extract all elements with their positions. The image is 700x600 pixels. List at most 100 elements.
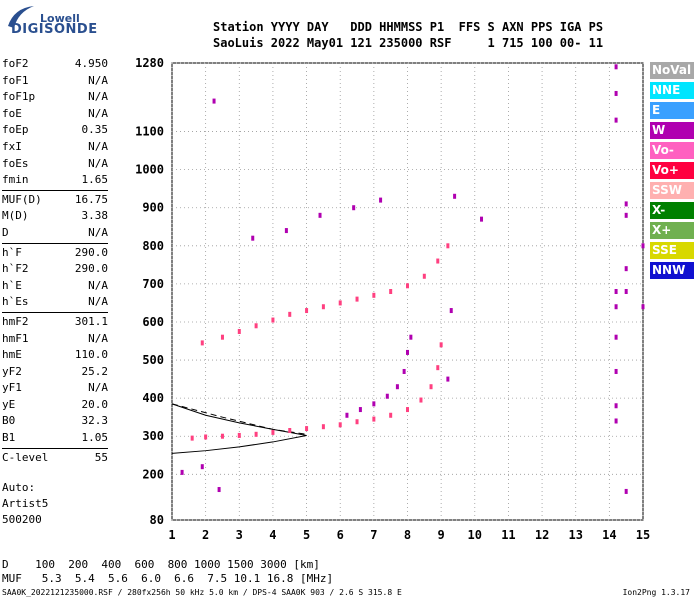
logo-lowell: Lowell <box>40 12 80 25</box>
data-point <box>406 407 409 413</box>
data-point <box>338 300 342 306</box>
legend-item: Vo- <box>650 142 694 159</box>
param-value: 20.0 <box>81 397 109 411</box>
param-value: 32.3 <box>81 414 109 428</box>
y-tick-label: 1100 <box>135 125 164 139</box>
param-value: 290.0 <box>74 262 108 276</box>
data-point <box>358 407 362 413</box>
data-point <box>254 431 258 437</box>
param-label: hmF1 <box>2 331 29 345</box>
data-point <box>389 289 393 294</box>
footer-info: SAA0K_2022121235000.RSF / 280fx256h 50 k… <box>2 588 402 597</box>
data-point <box>614 334 618 340</box>
y-tick-label: 800 <box>142 239 164 253</box>
data-point <box>271 429 275 435</box>
data-point <box>402 368 406 374</box>
param-label: foE <box>2 106 22 120</box>
param-row: D N/A <box>2 225 108 242</box>
param-row: hmE 110.0 <box>2 347 108 364</box>
data-point <box>355 419 359 425</box>
param-row: fmin 1.65 <box>2 172 108 189</box>
param-label: fmin <box>2 173 29 187</box>
data-point <box>190 435 194 441</box>
y-tick-label: 500 <box>142 353 164 367</box>
data-point <box>419 397 423 403</box>
x-tick-label: 5 <box>303 528 310 542</box>
param-separator <box>2 242 108 244</box>
data-point <box>614 304 618 310</box>
legend-item: E <box>650 102 694 119</box>
param-value: 1.05 <box>81 431 109 445</box>
data-point <box>395 384 399 390</box>
data-point <box>422 273 426 279</box>
legend: NoVal NNE E W Vo- Vo+ SSW X- X+ SSE NNW <box>650 62 694 282</box>
param-row: yE 20.0 <box>2 397 108 414</box>
distance-line: D 100 200 400 600 800 1000 1500 3000 [km… <box>2 558 320 571</box>
data-point <box>200 340 204 346</box>
data-point <box>212 98 216 104</box>
data-point <box>614 90 618 96</box>
param-value: N/A <box>88 295 108 309</box>
param-row: hmF2 301.1 <box>2 314 108 331</box>
data-point <box>204 434 208 440</box>
param-label: h`F <box>2 245 22 259</box>
param-value: N/A <box>88 331 108 345</box>
param-separator <box>2 189 108 191</box>
data-point <box>385 393 389 399</box>
x-tick-label: 12 <box>535 528 549 542</box>
legend-item: SSW <box>650 182 694 199</box>
param-label: hmE <box>2 348 22 362</box>
data-point <box>614 64 618 70</box>
param-label: yE <box>2 397 16 411</box>
param-value: N/A <box>88 381 108 395</box>
x-tick-label: 6 <box>337 528 344 542</box>
data-point <box>624 289 628 294</box>
plot-frame <box>171 62 644 521</box>
data-point <box>220 334 224 340</box>
param-row: M(D) 3.38 <box>2 208 108 225</box>
auto-info: Auto: Artist5 500200 <box>2 480 48 528</box>
param-separator <box>2 311 108 313</box>
x-tick-label: 8 <box>404 528 411 542</box>
data-point <box>379 197 383 203</box>
param-label: M(D) <box>2 209 29 223</box>
param-row: foF1p N/A <box>2 89 108 106</box>
param-separator <box>2 447 108 449</box>
legend-item: Vo+ <box>650 162 694 179</box>
param-value: N/A <box>88 73 108 87</box>
data-point <box>453 193 457 199</box>
param-label: foF1 <box>2 73 29 87</box>
param-row: hmF1 N/A <box>2 331 108 348</box>
legend-item: SSE <box>650 242 694 259</box>
data-point <box>288 311 292 317</box>
param-value: N/A <box>88 225 108 239</box>
logo-digisonde: DIGISONDE <box>11 22 98 37</box>
param-label: fxI <box>2 139 22 153</box>
param-label: h`Es <box>2 295 29 309</box>
data-point <box>624 201 628 207</box>
data-point <box>271 317 275 323</box>
param-value: 110.0 <box>74 348 108 362</box>
y-tick-label: 400 <box>142 391 164 405</box>
data-point <box>288 428 292 434</box>
data-point <box>318 212 322 218</box>
x-tick-label: 13 <box>568 528 582 542</box>
auto-artist: Artist5 <box>2 497 49 510</box>
param-label: h`E <box>2 278 22 292</box>
param-row: yF2 25.2 <box>2 364 108 381</box>
data-point <box>217 487 221 493</box>
param-row: h`F2 290.0 <box>2 261 108 278</box>
data-point <box>406 283 409 289</box>
x-tick-label: 3 <box>236 528 243 542</box>
logo-swoosh-icon <box>8 6 34 28</box>
param-value: 0.35 <box>81 123 109 137</box>
footer-version: Ion2Png 1.3.17 <box>622 588 690 597</box>
param-value: 55 <box>94 450 108 464</box>
profile-line <box>171 403 307 454</box>
legend-item: NNW <box>650 262 694 279</box>
data-point <box>409 334 413 340</box>
parameter-panel: foF2 4.950 foF1 N/A foF1p N/A foE N/A foEp 0.35 fx… <box>2 56 108 466</box>
legend-item: X- <box>650 202 694 219</box>
data-point <box>446 243 450 249</box>
y-tick-label: 900 <box>142 201 164 215</box>
